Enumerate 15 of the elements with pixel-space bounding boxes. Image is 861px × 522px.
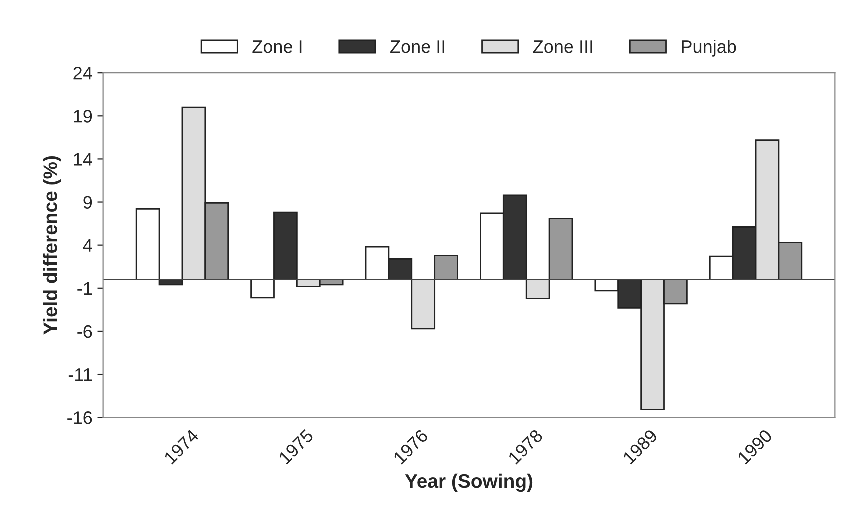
y-tick-label: 9 (84, 196, 92, 209)
y-tick-label: 24 (74, 67, 92, 80)
y-tick-label: -11 (68, 368, 92, 382)
legend-label: Punjab (682, 40, 736, 57)
y-tick-label: -1 (78, 282, 92, 295)
legend-label: Zone II (390, 40, 445, 54)
y-tick-label: 19 (74, 110, 92, 123)
y-tick-label: -16 (68, 412, 92, 424)
legend-label: Zone III (533, 40, 592, 54)
legend-label: Zone I (252, 40, 302, 54)
y-axis-title: Yield difference (%) (43, 156, 62, 335)
y-tick-label: -6 (78, 325, 92, 338)
x-axis-title: Year (Sowing) (405, 474, 533, 492)
y-tick-label: 4 (83, 239, 92, 252)
y-tick-label: 14 (74, 153, 92, 166)
